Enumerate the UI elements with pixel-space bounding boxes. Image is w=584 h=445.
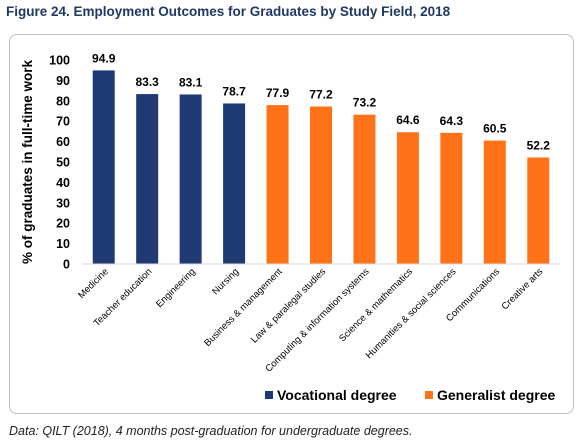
y-axis-label: % of graduates in full-time work <box>20 60 35 265</box>
legend-label: Generalist degree <box>437 387 555 403</box>
y-axis-ticks: 0 10 20 30 40 50 60 70 80 90 100 <box>49 54 70 272</box>
figure-title: Figure 24. Employment Outcomes for Gradu… <box>6 4 451 19</box>
y-tick-label: 20 <box>56 217 70 231</box>
legend-label: Vocational degree <box>277 387 397 403</box>
data-label: 60.5 <box>483 122 507 136</box>
y-axis-label-group: % of graduates in full-time work <box>20 60 35 265</box>
y-tick-label: 50 <box>56 156 70 170</box>
bars <box>92 70 550 265</box>
y-tick-label: 100 <box>49 54 70 68</box>
data-label: 73.2 <box>353 96 377 110</box>
chart-frame: % of graduates in full-time work 0 10 20 30… <box>9 34 574 414</box>
data-label: 94.9 <box>92 51 116 65</box>
y-tick-label: 0 <box>63 258 70 272</box>
source-note: Data: QILT (2018), 4 months post-graduat… <box>9 424 413 438</box>
y-tick-label: 30 <box>56 196 70 210</box>
y-tick-label: 90 <box>56 74 70 88</box>
data-label: 64.6 <box>396 113 420 127</box>
data-label: 83.3 <box>136 75 160 89</box>
bar <box>527 157 550 264</box>
data-label: 77.2 <box>309 88 333 102</box>
x-tick-label: Law & paralegal studies <box>249 266 328 345</box>
legend-swatch <box>425 391 433 399</box>
x-tick-label: Humanities & social sciences <box>364 266 459 361</box>
y-tick-label: 70 <box>56 115 70 129</box>
bar <box>179 94 202 264</box>
value-labels: 94.9 83.3 83.1 78.7 77.9 77.2 73.2 64.6 64.3 60.5… <box>92 51 550 152</box>
x-tick-label: Business & management <box>202 266 285 349</box>
data-label: 78.7 <box>222 84 246 98</box>
data-label: 77.9 <box>266 86 290 100</box>
bar <box>266 105 289 264</box>
bar <box>396 132 419 264</box>
data-label: 64.3 <box>440 114 464 128</box>
x-tick-label: Engineering <box>154 266 198 310</box>
x-tick-label: Nursing <box>210 266 241 297</box>
x-tick-label: Science & mathematics <box>337 266 415 344</box>
y-tick-label: 40 <box>56 176 70 190</box>
bar <box>440 132 463 264</box>
bar <box>483 140 506 264</box>
y-tick-label: 10 <box>56 237 70 251</box>
y-tick-label: 80 <box>56 94 70 108</box>
bar-chart: % of graduates in full-time work 0 10 20 30… <box>20 51 560 403</box>
y-tick-label: 60 <box>56 135 70 149</box>
data-label: 52.2 <box>527 139 551 153</box>
x-tick-label: Creative arts <box>500 266 546 312</box>
bar <box>136 94 159 265</box>
bar <box>353 114 376 264</box>
legend: Vocational degree Generalist degree <box>265 387 555 403</box>
bar <box>92 70 115 265</box>
data-label: 83.1 <box>179 75 203 89</box>
x-tick-label: Medicine <box>76 266 111 301</box>
bar <box>223 103 246 265</box>
legend-swatch <box>265 391 273 399</box>
bar <box>310 106 332 265</box>
